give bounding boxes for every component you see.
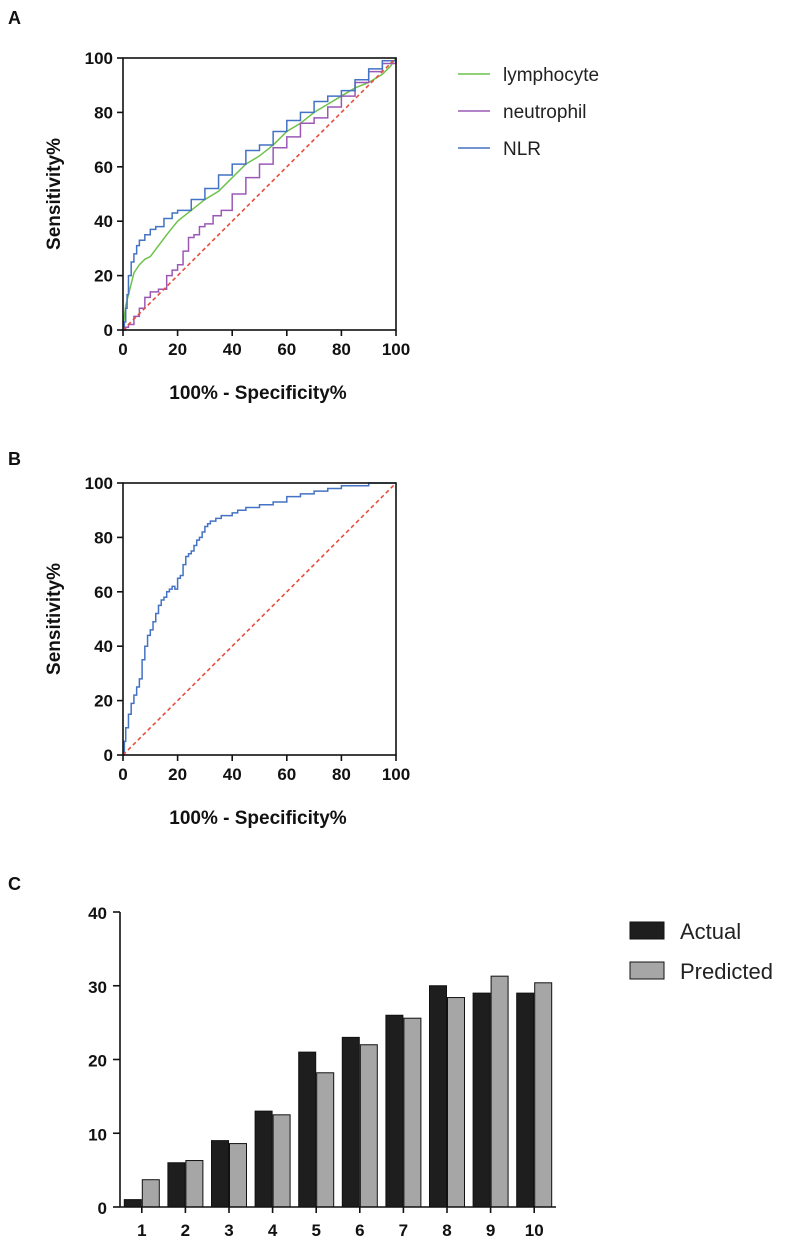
bar-predicted-3 [229, 1143, 247, 1208]
roc-a-ticks: 0 20 40 60 80 100 0 20 40 60 80 100 [85, 49, 411, 359]
bar-c-xtick-label: 1 [137, 1221, 146, 1240]
bar-actual-10 [516, 992, 535, 1208]
roc-a-xlabel: 100% - Specificity% [169, 383, 347, 404]
roc-b-ytick-label: 100 [85, 474, 113, 493]
roc-chart-b: 0 20 40 60 80 100 0 20 40 60 80 100 100% - Specific… [44, 474, 410, 829]
roc-b-ytick-label: 80 [94, 528, 113, 547]
bar-c-xtick-label: 2 [181, 1221, 190, 1240]
bar-c-ytick-label: 20 [88, 1052, 107, 1071]
bar-c-bars [123, 975, 553, 1208]
bar-predicted-6 [359, 1044, 378, 1208]
bar-c-ytick-label: 40 [88, 904, 107, 923]
legend-swatch-actual [629, 921, 665, 940]
bar-c-xtick-label: 7 [399, 1221, 408, 1240]
legend-label-lymphocyte: lymphocyte [503, 65, 599, 86]
panel-label-b: B [8, 449, 21, 469]
bar-predicted-10 [534, 982, 553, 1208]
legend-label-nlr: NLR [503, 139, 541, 160]
roc-a-ytick-label: 100 [85, 49, 113, 68]
bar-c-ytick-label: 0 [98, 1199, 107, 1218]
bar-c-xtick-label: 4 [268, 1221, 278, 1240]
roc-a-ytick-label: 20 [94, 267, 113, 286]
roc-a-xtick-label: 0 [118, 340, 127, 359]
bar-actual-3 [211, 1140, 229, 1208]
roc-b-xtick-label: 0 [118, 765, 127, 784]
roc-a-xtick-label: 100 [382, 340, 410, 359]
bar-predicted-2 [185, 1160, 204, 1208]
roc-a-axes [117, 57, 397, 336]
roc-b-ytick-label: 60 [94, 583, 113, 602]
roc-b-series-roc [123, 482, 396, 756]
bar-c-xtick-label: 8 [442, 1221, 451, 1240]
bar-c-xtick-label: 9 [486, 1221, 495, 1240]
bar-predicted-7 [403, 1017, 422, 1208]
roc-a-ytick-label: 0 [104, 321, 113, 340]
roc-a-ytick-label: 80 [94, 103, 113, 122]
roc-a-xtick-label: 60 [277, 340, 296, 359]
bar-actual-9 [472, 992, 491, 1208]
bar-c-xtick-label: 3 [224, 1221, 233, 1240]
bar-c-ticks: 1 2 3 4 5 6 7 8 9 10 0 10 20 30 40 [88, 904, 544, 1240]
roc-b-xtick-label: 80 [332, 765, 351, 784]
roc-b-ytick-label: 20 [94, 692, 113, 711]
roc-b-lines [122, 482, 397, 756]
bar-predicted-9 [490, 975, 509, 1208]
bar-predicted-4 [272, 1114, 291, 1208]
roc-a-xtick-label: 40 [223, 340, 242, 359]
bar-actual-4 [254, 1110, 273, 1208]
roc-b-xtick-label: 40 [223, 765, 242, 784]
roc-b-axes [117, 482, 397, 761]
roc-b-ticks: 0 20 40 60 80 100 0 20 40 60 80 100 [85, 474, 411, 784]
roc-b-ylabel: Sensitivity% [44, 563, 65, 675]
roc-a-series-neutrophil [123, 58, 397, 331]
bar-actual-8 [429, 985, 447, 1208]
bar-c-axes [113, 911, 556, 1213]
bar-predicted-5 [316, 1072, 335, 1208]
bar-c-xtick-label: 5 [311, 1221, 320, 1240]
legend-label-predicted: Predicted [680, 959, 773, 984]
roc-a-frame [122, 57, 397, 331]
roc-a-lines [122, 57, 397, 331]
roc-b-xtick-label: 20 [168, 765, 187, 784]
legend-swatch-predicted [629, 961, 665, 980]
roc-a-legend: lymphocyte neutrophil NLR [458, 65, 599, 160]
roc-b-series-reference [122, 482, 397, 756]
bar-actual-2 [167, 1162, 186, 1208]
roc-b-ytick-label: 40 [94, 637, 113, 656]
panel-label-a: A [8, 8, 21, 28]
roc-b-ytick-label: 0 [104, 746, 113, 765]
bar-c-legend: Actual Predicted [629, 919, 773, 984]
bar-c-xtick-label: 6 [355, 1221, 364, 1240]
legend-label-neutrophil: neutrophil [503, 102, 586, 123]
bar-c-ytick-label: 30 [88, 978, 107, 997]
bar-c-xtick-label: 10 [525, 1221, 544, 1240]
bar-actual-5 [298, 1051, 317, 1208]
roc-a-series-lymphocyte [122, 57, 397, 331]
legend-label-actual: Actual [680, 919, 741, 944]
bar-chart-c: 1 2 3 4 5 6 7 8 9 10 0 10 20 30 40 Actual Predicted [88, 904, 773, 1240]
roc-b-xtick-label: 60 [277, 765, 296, 784]
bar-actual-7 [385, 1014, 404, 1208]
roc-a-ytick-label: 60 [94, 158, 113, 177]
roc-a-series-nlr [123, 58, 397, 331]
roc-b-xlabel: 100% - Specificity% [169, 808, 347, 829]
roc-a-xtick-label: 80 [332, 340, 351, 359]
bar-c-ytick-label: 10 [88, 1125, 107, 1144]
roc-a-ylabel: Sensitivity% [44, 138, 65, 250]
roc-a-series-reference [122, 57, 397, 331]
bar-actual-6 [341, 1036, 360, 1208]
bar-predicted-8 [447, 997, 465, 1208]
roc-b-frame [122, 482, 397, 756]
roc-chart-a: 0 20 40 60 80 100 0 20 40 60 80 100 100% - Specific… [44, 49, 599, 404]
bar-actual-1 [123, 1199, 142, 1208]
roc-a-ytick-label: 40 [94, 212, 113, 231]
panel-label-c: C [8, 874, 21, 894]
roc-a-xtick-label: 20 [168, 340, 187, 359]
bar-predicted-1 [141, 1179, 160, 1208]
roc-b-xtick-label: 100 [382, 765, 410, 784]
